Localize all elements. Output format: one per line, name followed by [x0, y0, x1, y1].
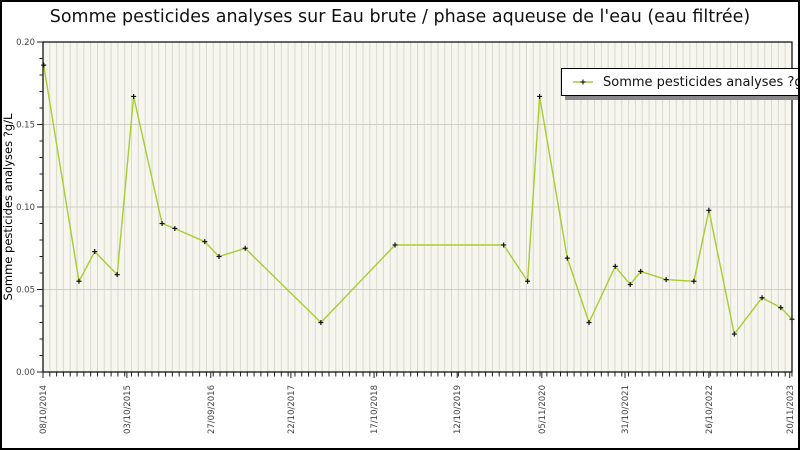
legend: Somme pesticides analyses ?g/L — [561, 68, 800, 96]
data-point-marker — [172, 225, 178, 231]
data-point-marker — [242, 245, 248, 251]
x-tick-label: 26/10/2022 — [705, 385, 715, 434]
x-tick-label: 27/09/2016 — [207, 385, 217, 434]
x-tick-label: 17/10/2018 — [370, 385, 380, 434]
y-tick-label: 0.20 — [16, 38, 35, 48]
data-point-marker — [92, 249, 98, 255]
x-tick-label: 31/10/2021 — [621, 385, 631, 434]
data-point-marker — [131, 93, 137, 99]
data-point-marker — [76, 278, 82, 284]
data-point-marker — [612, 263, 618, 269]
x-tick-label: 20/11/2023 — [786, 385, 796, 434]
data-point-marker — [41, 62, 47, 68]
x-tick-label: 12/10/2019 — [453, 385, 463, 434]
y-tick-label: 0.00 — [16, 368, 35, 378]
y-tick-label: 0.15 — [16, 121, 35, 131]
y-tick-label: 0.05 — [16, 286, 35, 296]
data-point-marker — [525, 278, 531, 284]
data-point-marker — [638, 268, 644, 274]
data-point-marker — [789, 316, 795, 322]
x-tick-label: 22/10/2017 — [287, 385, 297, 434]
data-point-marker — [663, 277, 669, 283]
data-point-marker — [691, 278, 697, 284]
data-point-marker — [706, 207, 712, 213]
data-point-marker — [537, 93, 543, 99]
data-point-marker — [778, 305, 784, 311]
data-point-marker — [216, 254, 222, 259]
data-point-marker — [159, 221, 165, 226]
data-point-marker — [731, 331, 737, 337]
y-tick-label: 0.10 — [16, 203, 35, 213]
legend-label: Somme pesticides analyses ?g/L — [603, 74, 800, 90]
data-point-marker — [586, 320, 592, 325]
data-point-marker — [759, 295, 765, 301]
x-tick-label: 05/11/2020 — [538, 385, 548, 434]
data-point-marker — [501, 242, 507, 248]
x-tick-label: 08/10/2014 — [39, 385, 49, 434]
data-point-marker — [318, 320, 324, 325]
data-point-marker — [392, 242, 398, 248]
data-point-marker — [564, 255, 570, 261]
line-marker-icon — [573, 79, 593, 85]
data-point-marker — [114, 272, 120, 278]
data-point-marker — [627, 282, 633, 288]
data-point-marker — [202, 239, 208, 245]
x-tick-label: 03/10/2015 — [123, 385, 133, 434]
chart-title: Somme pesticides analyses sur Eau brute … — [49, 7, 751, 27]
